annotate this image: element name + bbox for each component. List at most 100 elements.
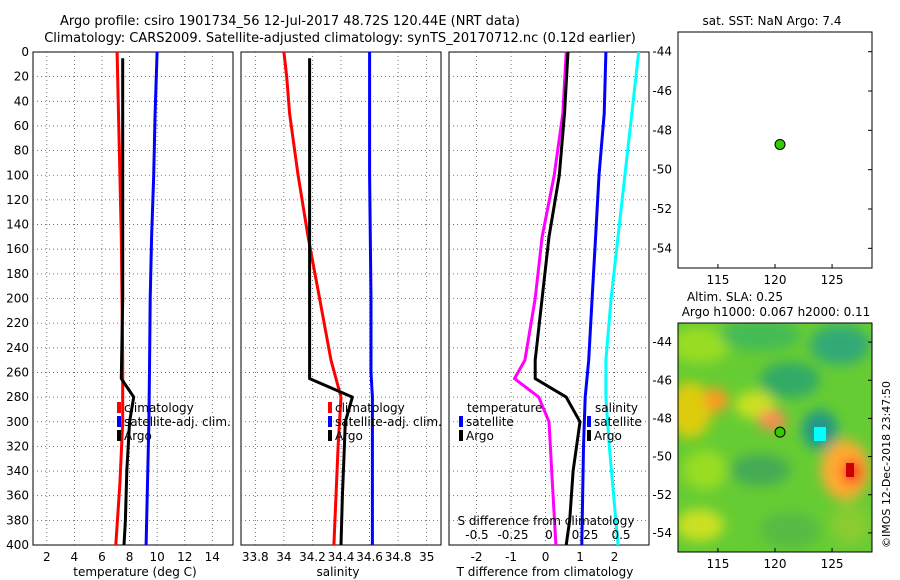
figure-title-line2: Climatology: CARS2009. Satellite-adjuste…	[44, 31, 636, 46]
s-difference-xlabel: S difference from climatology	[458, 514, 635, 528]
series-line-satellite-adj-clim-	[144, 51, 159, 546]
legend-temperature-title: temperature	[467, 401, 542, 415]
sst-map-ticks: 115 120 125 -44 -46 -48 -50 -52 -54	[652, 45, 872, 287]
legend-climatology-swatch	[117, 402, 121, 413]
x-tick-label: -1	[505, 550, 517, 564]
y-tick-label: 0	[21, 45, 29, 59]
y-tick-label: 400	[6, 538, 29, 552]
series-line-t-argo	[533, 51, 582, 546]
sla-cyan-patch	[814, 427, 826, 441]
difference-series	[513, 51, 641, 546]
x-tick-label: 6	[98, 550, 106, 564]
figure-title-line1: Argo profile: csiro 1901734_56 12-Jul-20…	[60, 14, 520, 29]
x-tick-label: 34	[276, 550, 291, 564]
depth-tick-labels: 0 20 40 60 80 100 120 140 160 180 200 220 240 260 280 3…	[6, 45, 29, 552]
y-tick-label: 140	[6, 218, 29, 232]
legend-s-argo-label: Argo	[594, 429, 622, 443]
x-tick-label: 12	[177, 550, 192, 564]
y-tick-label: 200	[6, 292, 29, 306]
temperature-grid	[33, 52, 233, 545]
y-tick-label: 340	[6, 464, 29, 478]
map-lat-label: -52	[652, 488, 672, 502]
sst-map: sat. SST: NaN Argo: 7.4 115 120 125 -44 -46 -…	[652, 14, 873, 287]
legend-s-satellite-label: satellite	[594, 415, 642, 429]
series-line-argo	[119, 58, 136, 546]
series-line-satellite-adj-clim-	[368, 52, 374, 545]
altimetry-map-ticks: 115 120 125 -44 -46 -48 -50 -52 -54	[652, 335, 872, 571]
map-lon-label: 120	[764, 273, 787, 287]
y-tick-label: 260	[6, 365, 29, 379]
legend-argo-swatch	[117, 430, 121, 441]
x-tick-label: 14	[205, 550, 220, 564]
x-tick-label: 4	[71, 550, 79, 564]
x2-tick-label: -0.5	[465, 528, 488, 542]
x-tick-label: 34.8	[385, 550, 412, 564]
map-lat-label: -48	[652, 123, 672, 137]
sst-map-frame	[677, 31, 873, 269]
salinity-xlabel: salinity	[316, 565, 359, 579]
map-lat-label: -46	[652, 373, 672, 387]
legend-argo-label: Argo	[335, 429, 363, 443]
t-difference-xlabel: T difference from climatology	[456, 565, 634, 579]
salinity-tick-labels: 33.8 34 34.2 34.4 34.6 34.8 35	[242, 550, 434, 564]
argo-location-marker	[774, 426, 786, 438]
map-lon-label: 125	[821, 273, 844, 287]
y-tick-label: 40	[14, 94, 29, 108]
x2-tick-label: 0	[545, 528, 553, 542]
altimetry-map-title1: Altim. SLA: 0.25	[687, 290, 783, 304]
y-tick-label: 180	[6, 267, 29, 281]
temperature-legend: climatology satellite-adj. clim. Argo	[117, 401, 231, 443]
series-line-s-argo	[604, 51, 641, 546]
x-tick-label: 0	[542, 550, 550, 564]
map-lat-label: -52	[652, 202, 672, 216]
x-tick-label: 10	[149, 550, 164, 564]
x-tick-label: -2	[471, 550, 483, 564]
legend-satellite-label: satellite-adj. clim.	[124, 415, 231, 429]
x2-tick-label: 0.25	[572, 528, 599, 542]
legend-t-argo-swatch	[459, 430, 463, 441]
y-tick-label: 360	[6, 489, 29, 503]
x-tick-label: 34.2	[299, 550, 326, 564]
x-tick-label: 1	[576, 550, 584, 564]
map-lat-label: -50	[652, 163, 672, 177]
map-lon-label: 115	[706, 273, 729, 287]
x-tick-label: 33.8	[242, 550, 269, 564]
s-difference-tick-labels: -0.5 -0.25 0 0.25 0.5	[465, 528, 630, 542]
legend-salinity-title: salinity	[595, 401, 638, 415]
y-tick-label: 60	[14, 119, 29, 133]
legend-satellite-swatch	[328, 416, 332, 427]
salinity-panel: 33.8 34 34.2 34.4 34.6 34.8 35 salinity climat…	[240, 51, 442, 579]
sla-red-patch	[846, 463, 854, 477]
y-tick-label: 380	[6, 513, 29, 527]
map-lat-label: -50	[652, 450, 672, 464]
legend-climatology-label: climatology	[335, 401, 405, 415]
argo-location-marker	[774, 138, 786, 150]
x-tick-label: 2	[611, 550, 619, 564]
y-tick-label: 320	[6, 439, 29, 453]
legend-s-argo-swatch	[587, 430, 591, 441]
series-line-t-satellite	[513, 51, 568, 546]
temperature-xlabel: temperature (deg C)	[73, 565, 196, 579]
y-tick-label: 120	[6, 193, 29, 207]
salinity-series	[282, 51, 374, 546]
legend-satellite-label: satellite-adj. clim.	[335, 415, 442, 429]
legend-climatology-label: climatology	[124, 401, 194, 415]
y-tick-label: 160	[6, 242, 29, 256]
legend-t-argo-label: Argo	[466, 429, 494, 443]
t-difference-tick-labels: -2 -1 0 1 2	[471, 550, 619, 564]
x-tick-label: 35	[419, 550, 434, 564]
legend-satellite-swatch	[117, 416, 121, 427]
x-tick-label: 2	[43, 550, 51, 564]
legend-s-satellite-swatch	[587, 416, 591, 427]
y-tick-label: 220	[6, 316, 29, 330]
map-lat-label: -44	[652, 335, 672, 349]
map-lat-label: -44	[652, 45, 672, 59]
difference-legend: temperature satellite Argo salinity sate…	[459, 401, 642, 443]
map-lon-label: 115	[706, 557, 729, 571]
map-lat-label: -48	[652, 411, 672, 425]
altimetry-map: Altim. SLA: 0.25 Argo h1000: 0.067 h2000…	[652, 290, 873, 571]
x-tick-label: 34.6	[356, 550, 383, 564]
legend-argo-swatch	[328, 430, 332, 441]
map-lat-label: -54	[652, 526, 672, 540]
